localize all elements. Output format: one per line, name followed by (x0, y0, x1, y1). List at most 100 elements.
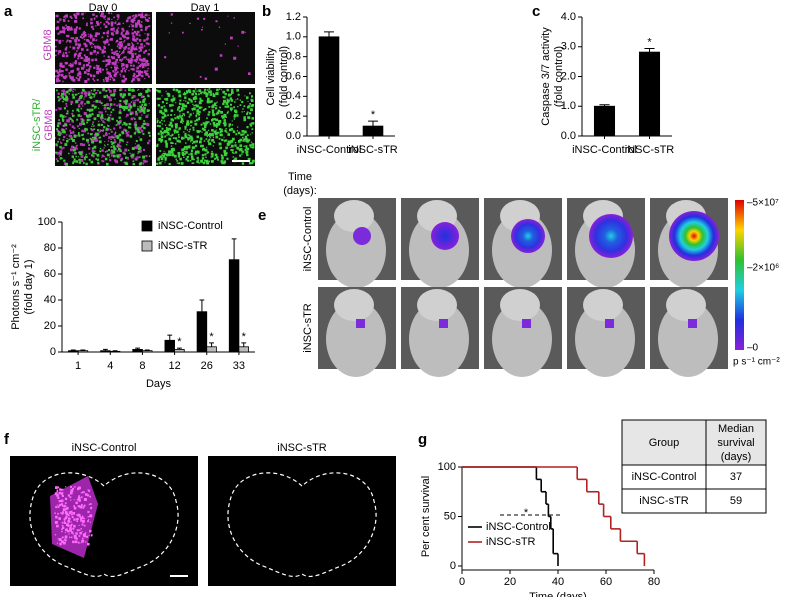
y-tick-label: 1.0 (561, 100, 576, 112)
y-tick-label: 0.6 (286, 70, 301, 82)
y-tick-label: 0 (50, 346, 56, 358)
panel-label: a (4, 3, 13, 20)
x-tick-label: iNSC-Control (297, 144, 362, 156)
column-label: iNSC-sTR (277, 442, 327, 454)
y-axis-label: Photons s⁻¹ cm⁻² (10, 244, 22, 330)
significance-marker: * (242, 331, 247, 343)
panel-label: f (4, 431, 10, 448)
table-header-cell: Median (718, 423, 754, 435)
y-axis-label: (fold control) (553, 46, 565, 107)
y-axis-label: Per cent survival (420, 476, 432, 557)
table-header-cell: survival (717, 437, 754, 449)
bar (638, 51, 661, 137)
bar (132, 348, 143, 353)
y-tick-label: 40 (44, 294, 56, 306)
cell-texture (55, 88, 151, 166)
significance-marker: * (209, 331, 214, 343)
bar (109, 350, 121, 353)
panel-label: c (532, 3, 540, 20)
bli-signal (669, 211, 719, 261)
colorbar-label: –5×10⁷ (747, 198, 779, 209)
error-bar (209, 342, 214, 347)
x-tick-label: 33 (233, 360, 245, 372)
bar (206, 346, 217, 353)
y-tick-label: 3.0 (561, 41, 576, 53)
error-bar (599, 104, 610, 107)
bar (318, 36, 340, 137)
y-tick-label: 60 (44, 268, 56, 280)
legend-swatch (141, 240, 153, 252)
mouse-body (575, 301, 635, 377)
x-tick-label: 60 (600, 576, 612, 588)
mouse-head (666, 289, 706, 321)
y-tick-label: 0 (450, 560, 456, 572)
bli-signal (605, 319, 614, 328)
bar (174, 348, 185, 353)
significance-marker: * (524, 507, 529, 519)
colorbar-label: –2×10⁶ (747, 263, 779, 274)
legend-swatch (141, 220, 153, 232)
bar (593, 105, 616, 137)
panel-label: b (262, 3, 271, 20)
panel-label: g (418, 431, 427, 448)
x-tick-label: 8 (139, 360, 145, 372)
error-bar (241, 342, 247, 347)
y-axis-label: Cell viability (265, 47, 277, 106)
error-bar (231, 238, 237, 260)
cell-texture (156, 88, 255, 166)
mouse-body (492, 301, 552, 377)
bli-signal (353, 227, 371, 245)
y-tick-label: 0.0 (561, 130, 576, 142)
mouse-body (409, 301, 469, 377)
bli-signal (511, 219, 545, 253)
x-tick-label: 0 (459, 576, 465, 588)
bli-signal (431, 222, 459, 250)
legend-label: iNSC-sTR (486, 536, 536, 548)
colorbar-unit: p s⁻¹ cm⁻² (733, 357, 780, 368)
time-label: (days): (283, 185, 317, 197)
bli-signal (439, 319, 448, 328)
x-axis-label: Time (days) (529, 591, 587, 597)
legend-label: iNSC-Control (158, 220, 223, 232)
bar (362, 125, 384, 137)
table-header-cell: Group (649, 437, 680, 449)
bli-signal (356, 319, 365, 328)
table-cell: 37 (730, 471, 742, 483)
error-bar (80, 349, 86, 351)
y-tick-label: 20 (44, 320, 56, 332)
brain-outline (29, 472, 179, 578)
error-bar (144, 349, 150, 351)
micrograph (156, 12, 255, 84)
bli-signal (589, 214, 633, 258)
y-tick-label: 80 (44, 242, 56, 254)
y-tick-label: 0.4 (286, 90, 301, 102)
table-cell: iNSC-Control (632, 471, 697, 483)
bar (228, 259, 240, 353)
y-tick-label: 0.2 (286, 110, 301, 122)
error-bar (368, 120, 378, 127)
x-tick-label: 26 (201, 360, 213, 372)
y-tick-label: 100 (38, 216, 56, 228)
x-tick-label: 40 (552, 576, 564, 588)
y-axis-label: (fold day 1) (23, 259, 35, 314)
x-tick-label: 12 (168, 360, 180, 372)
bar (164, 339, 175, 353)
x-tick-label: iNSC-sTR (625, 144, 675, 156)
time-label: Time (288, 171, 312, 183)
y-axis-label: (fold control) (278, 46, 290, 107)
significance-marker: * (177, 336, 182, 348)
table-header (621, 419, 767, 466)
error-bar (644, 48, 655, 53)
error-bar (135, 347, 141, 350)
bli-signal (522, 319, 531, 328)
mouse-head (417, 289, 457, 321)
x-tick-label: 20 (504, 576, 516, 588)
cell-texture (55, 12, 151, 84)
error-bar (103, 348, 108, 351)
x-tick-label: 1 (75, 360, 81, 372)
cell-texture (54, 486, 93, 546)
row-label: iNSC-Control (302, 207, 314, 272)
bar (196, 311, 208, 353)
bar (100, 350, 111, 353)
